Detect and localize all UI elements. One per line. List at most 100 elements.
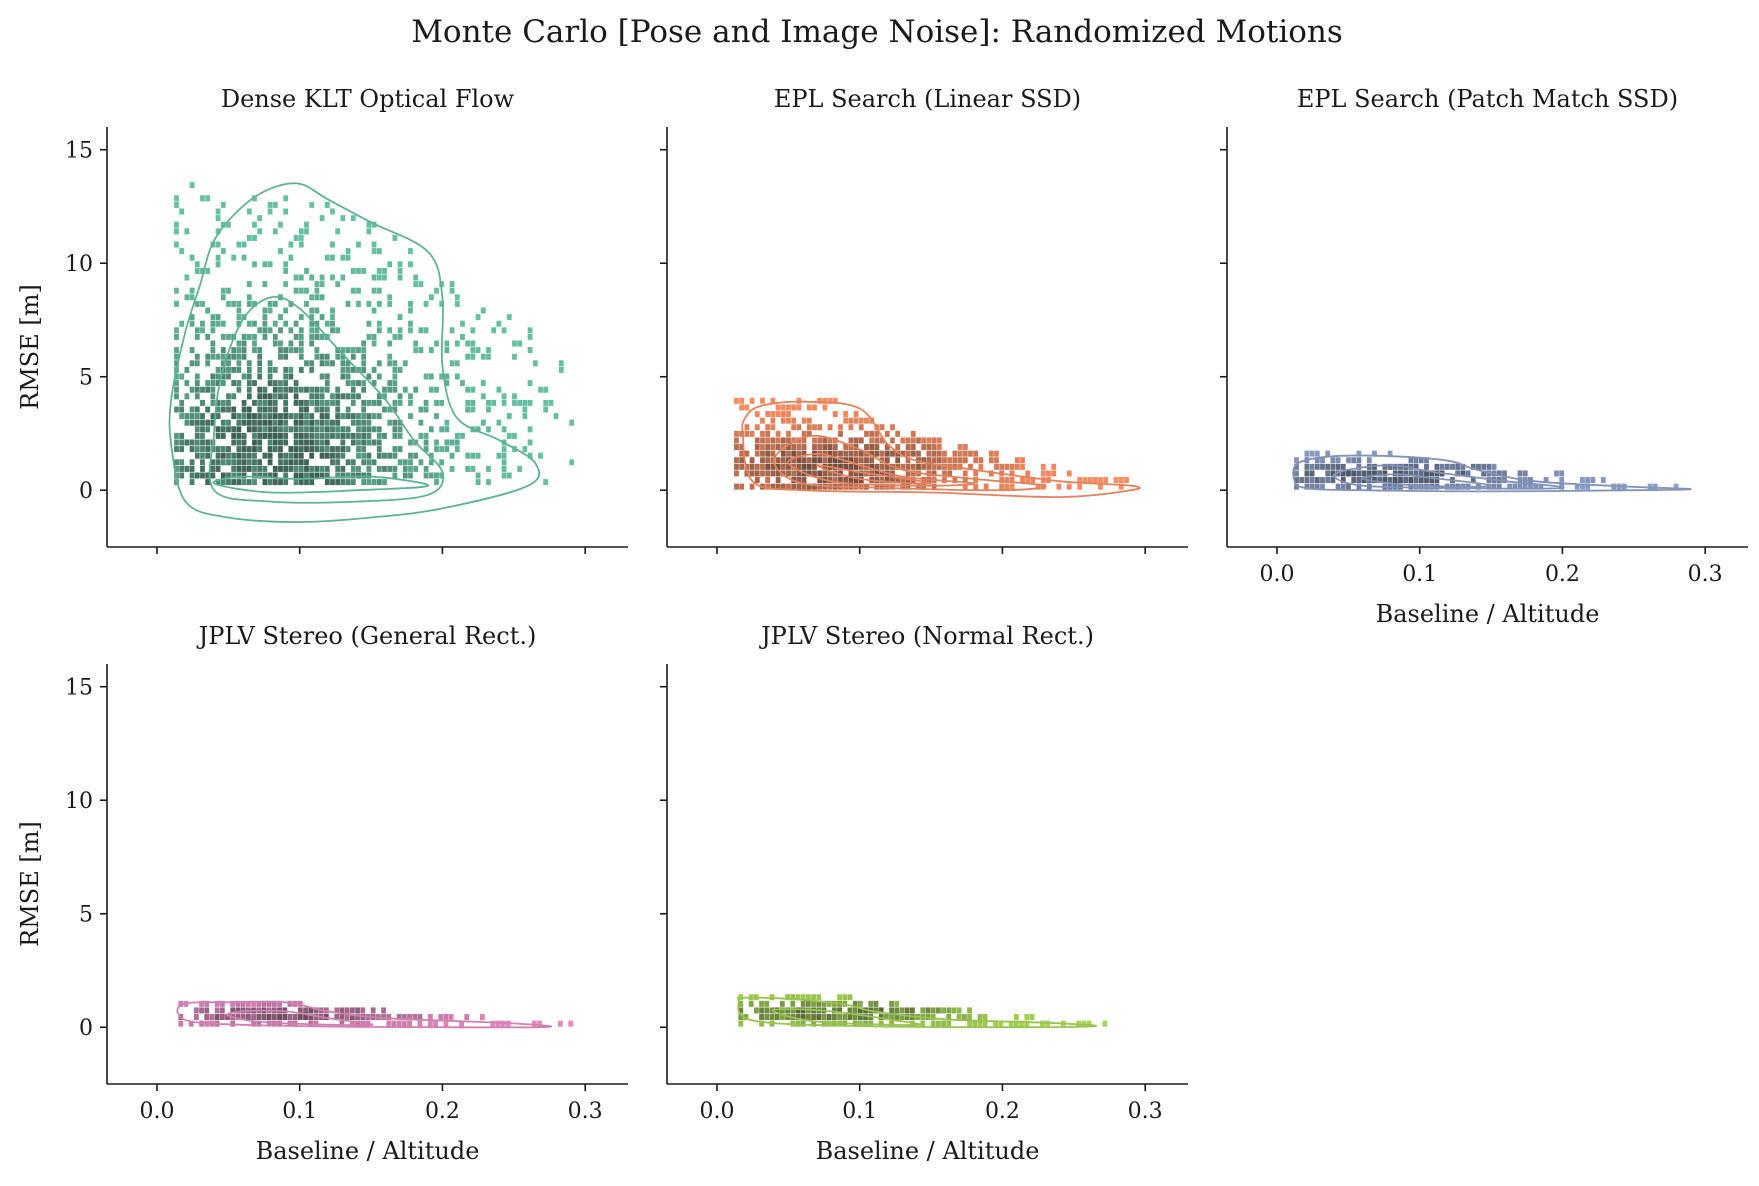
histogram-cell	[245, 1014, 251, 1021]
histogram-cell	[319, 373, 325, 380]
histogram-cell	[241, 406, 247, 413]
histogram-cell	[241, 472, 247, 479]
histogram-cell	[252, 452, 257, 459]
histogram-cell	[324, 472, 330, 479]
histogram-cell	[252, 195, 257, 202]
histogram-cell	[293, 459, 299, 466]
histogram-cell	[827, 437, 833, 444]
histogram-cell	[309, 201, 315, 208]
histogram-cell	[200, 195, 205, 202]
histogram-cell	[272, 465, 278, 472]
histogram-cell	[376, 274, 382, 281]
histogram-cell	[1372, 463, 1377, 470]
histogram-cell	[313, 1007, 319, 1014]
histogram-cell	[739, 457, 745, 464]
histogram-cell	[1020, 477, 1025, 484]
histogram-cell	[309, 472, 315, 479]
histogram-cell	[371, 426, 377, 433]
histogram-cell	[1335, 470, 1341, 477]
kde-contour	[168, 182, 541, 523]
x-axis-label: Baseline / Altitude	[256, 1137, 480, 1165]
histogram-cell	[407, 1020, 412, 1027]
histogram-cell	[257, 386, 263, 393]
histogram-cell	[376, 393, 382, 400]
histogram-cell	[220, 287, 226, 294]
histogram-cell	[1335, 483, 1341, 490]
histogram-cell	[434, 479, 439, 486]
histogram-cell	[480, 307, 486, 314]
histogram-cell	[428, 294, 434, 301]
histogram-cell	[283, 267, 289, 274]
histogram-cell	[210, 459, 216, 466]
histogram-cell	[999, 483, 1005, 490]
histogram-cell	[557, 1020, 563, 1027]
histogram-cell	[236, 300, 242, 307]
histogram-cell	[184, 439, 190, 446]
histogram-cell	[257, 366, 263, 373]
histogram-cell	[765, 457, 771, 464]
histogram-cell	[1330, 470, 1336, 477]
histogram-cell	[413, 281, 419, 288]
histogram-cell	[764, 1007, 770, 1014]
histogram-cell	[548, 399, 554, 406]
histogram-cell	[205, 439, 211, 446]
histogram-cell	[1340, 463, 1346, 470]
histogram-cell	[491, 327, 497, 334]
histogram-cell	[857, 1014, 863, 1021]
histogram-cell	[266, 1000, 272, 1007]
histogram-cell	[512, 340, 517, 347]
histogram-cell	[812, 483, 817, 490]
histogram-cell	[1392, 470, 1398, 477]
histogram-cell	[334, 1007, 340, 1014]
histogram-cell	[838, 470, 843, 477]
histogram-cell	[335, 472, 341, 479]
histogram-cell	[779, 1000, 785, 1007]
histogram-cell	[402, 386, 408, 393]
histogram-cell	[527, 333, 533, 340]
histogram-cell	[293, 380, 299, 387]
histogram-cell	[765, 444, 771, 451]
histogram-cell	[791, 470, 797, 477]
histogram-cell	[371, 274, 377, 281]
histogram-cell	[428, 373, 434, 380]
y-tick-label: 0	[79, 1016, 93, 1041]
histogram-cell	[890, 483, 895, 490]
histogram-cell	[496, 419, 502, 426]
histogram-cell	[397, 261, 403, 268]
histogram-cell	[350, 215, 356, 222]
histogram-cell	[278, 386, 283, 393]
histogram-cell	[397, 327, 403, 334]
histogram-cell	[780, 404, 786, 411]
histogram-cell	[495, 1020, 501, 1027]
histogram-cell	[1087, 477, 1093, 484]
histogram-cell	[356, 267, 361, 274]
histogram-cell	[236, 459, 242, 466]
histogram-cell	[401, 1020, 407, 1027]
histogram-cell	[801, 430, 807, 437]
histogram-cell	[330, 426, 335, 433]
histogram-cell	[427, 1014, 433, 1021]
histogram-cell	[1346, 457, 1351, 464]
histogram-cell	[1585, 477, 1591, 484]
histogram-cell	[246, 426, 252, 433]
histogram-cell	[356, 413, 361, 420]
histogram-cell	[189, 479, 195, 486]
histogram-cell	[1024, 1014, 1030, 1021]
histogram-cell	[272, 201, 278, 208]
histogram-cell	[1408, 477, 1414, 484]
histogram-cell	[350, 472, 356, 479]
histogram-cell	[194, 419, 200, 426]
histogram-cell	[805, 1000, 811, 1007]
panel-2: EPL Search (Linear SSD)	[660, 85, 1188, 554]
histogram-cell	[760, 417, 765, 424]
histogram-cell	[241, 413, 247, 420]
histogram-cell	[905, 463, 911, 470]
histogram-cell	[314, 432, 320, 439]
histogram-cell	[308, 1014, 314, 1021]
histogram-cell	[382, 432, 387, 439]
histogram-cell	[1481, 463, 1487, 470]
panel-5: JPLV Stereo (Normal Rect.)0.0 0.1 0.2 0.3Ba…	[660, 622, 1188, 1165]
histogram-cell	[512, 432, 517, 439]
histogram-cell	[1351, 457, 1357, 464]
histogram-cell	[298, 274, 304, 281]
